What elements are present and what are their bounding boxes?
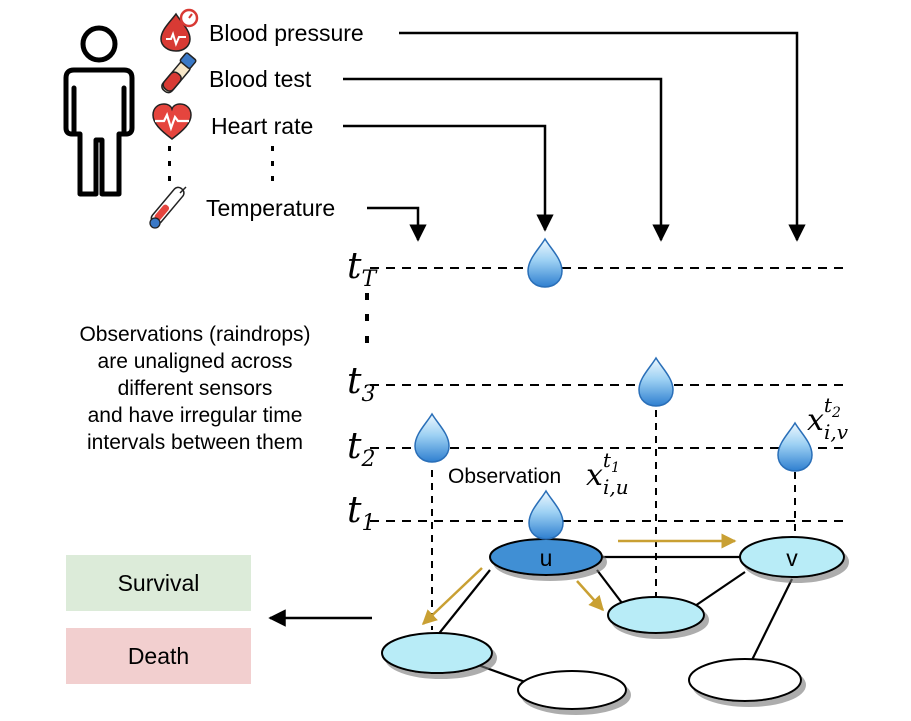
heart-rate-icon xyxy=(152,103,192,140)
observation-label: Observation xyxy=(448,465,561,488)
raindrop-heart-rate-tT xyxy=(527,238,563,288)
sensor-ellipsis-left xyxy=(168,146,171,181)
node-mid xyxy=(607,596,705,634)
sensor-label-blood-test: Blood test xyxy=(209,66,312,92)
thermometer-icon xyxy=(149,186,187,229)
message-arrow-u-to-left xyxy=(421,567,483,626)
svg-text:and have irregular time: and have irregular time xyxy=(88,404,303,427)
arrow-temperature xyxy=(367,206,427,242)
sensor-label-blood-pressure: Blood pressure xyxy=(209,20,364,46)
blood-pressure-icon xyxy=(160,8,199,52)
arrow-blood-pressure xyxy=(399,31,806,242)
svg-text:Observations (raindrops): Observations (raindrops) xyxy=(79,323,310,346)
time-ellipsis xyxy=(365,293,369,343)
message-arrow-u-to-mid xyxy=(576,580,605,612)
svg-text:intervals between them: intervals between them xyxy=(87,431,303,454)
outcome-death-label: Death xyxy=(127,642,190,669)
sensor-ellipsis-right xyxy=(271,146,274,181)
blood-test-icon xyxy=(161,52,197,94)
time-label-t3: t3 xyxy=(347,361,375,407)
node-bottom-right xyxy=(688,658,802,702)
node-bottom xyxy=(517,670,627,710)
raindrop-observation-u xyxy=(528,490,564,540)
edge-left-bottom xyxy=(477,663,529,685)
node-u-label: u xyxy=(540,545,553,571)
time-label-tT: tT xyxy=(347,246,378,292)
svg-text:are unaligned across: are unaligned across xyxy=(98,350,293,373)
raindrop-temperature-t2 xyxy=(414,413,450,463)
node-left xyxy=(381,632,493,674)
node-v-label: v xyxy=(786,545,798,571)
edge-v-mid xyxy=(691,571,746,609)
sensor-label-temperature: Temperature xyxy=(206,195,335,221)
person-icon xyxy=(63,25,135,197)
caption: Observations (raindrops) are unaligned a… xyxy=(79,323,310,454)
time-label-t1: t1 xyxy=(347,490,375,536)
svg-text:different sensors: different sensors xyxy=(118,377,273,400)
node-v xyxy=(739,536,845,578)
outcome-death: Death xyxy=(66,628,251,684)
observation-v-math: xt2 i,v xyxy=(807,393,849,444)
outcome-survival: Survival xyxy=(66,555,251,611)
edge-v-bottom-right xyxy=(749,578,793,665)
edge-u-left xyxy=(436,569,491,637)
edge-u-mid xyxy=(596,569,623,604)
outcome-survival-label: Survival xyxy=(117,569,200,596)
arrow-blood-test xyxy=(343,77,670,242)
arrow-heart-rate xyxy=(343,124,554,232)
raindrop-blood-test-t3 xyxy=(638,357,674,407)
sensor-label-heart-rate: Heart rate xyxy=(211,113,313,139)
observation-u-math: xt1 i,u xyxy=(586,448,629,499)
time-label-t2: t2 xyxy=(347,426,375,472)
